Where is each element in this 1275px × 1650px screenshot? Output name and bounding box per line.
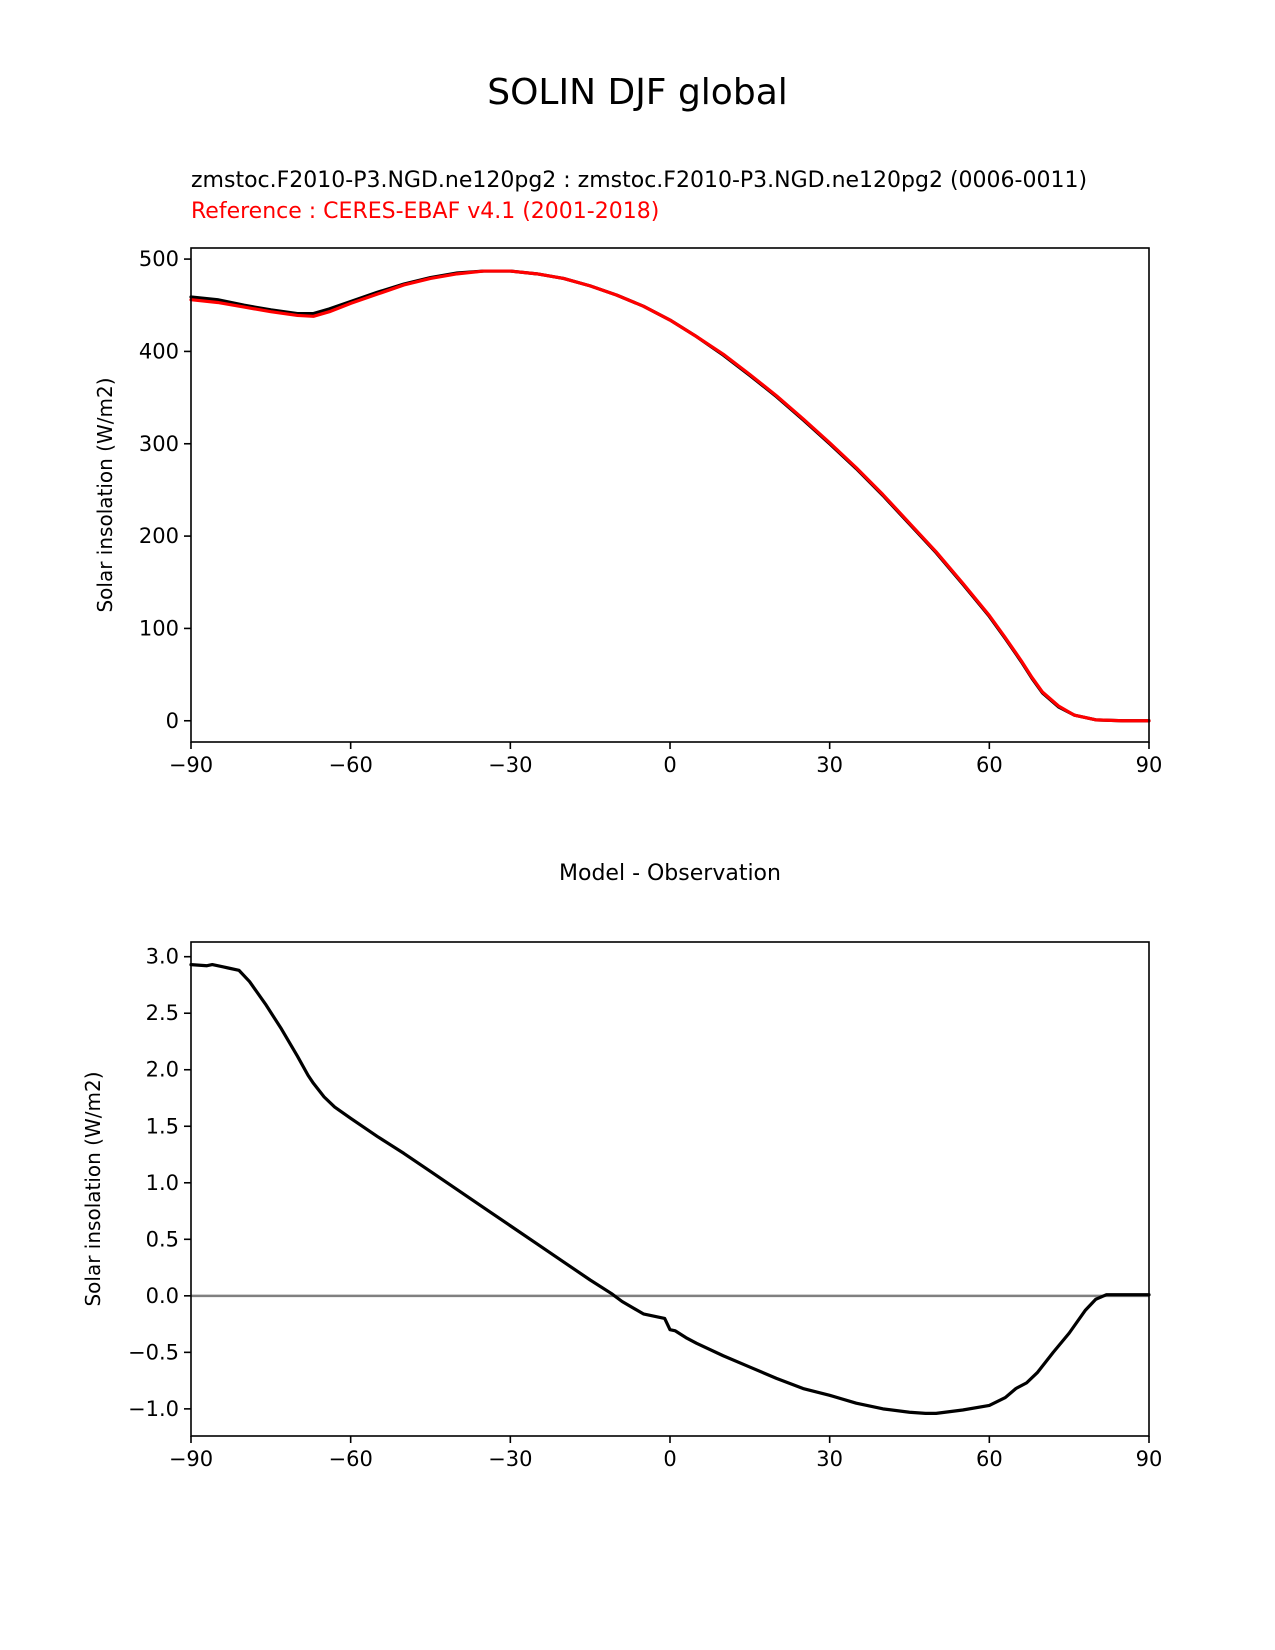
top-chart-title-line-1: zmstoc.F2010-P3.NGD.ne120pg2 : zmstoc.F2… bbox=[191, 168, 1088, 193]
bottom-ytick-label: −0.5 bbox=[128, 1340, 179, 1364]
bottom-series-line-0 bbox=[189, 963, 1151, 1415]
top-series-line-0 bbox=[189, 269, 1151, 723]
bottom-xtick-label: −30 bbox=[488, 1447, 532, 1471]
top-ytick-label: 100 bbox=[139, 616, 179, 640]
bottom-ytick-label: −1.0 bbox=[128, 1397, 179, 1421]
top-xtick-label: −60 bbox=[329, 753, 373, 777]
bottom-xtick-label: −60 bbox=[329, 1447, 373, 1471]
top-ytick-label: 400 bbox=[139, 339, 179, 363]
bottom-xtick-label: 60 bbox=[976, 1447, 1003, 1471]
bottom-ytick-label: 2.0 bbox=[146, 1058, 179, 1082]
bottom-ytick-label: 2.5 bbox=[146, 1001, 179, 1025]
top-axes-frame bbox=[190, 247, 1150, 743]
top-chart-title-line-2: Reference : CERES-EBAF v4.1 (2001-2018) bbox=[191, 199, 660, 224]
top-series-line-1 bbox=[189, 269, 1151, 723]
top-ytick-label: 0 bbox=[166, 709, 179, 733]
top-plot-group: −90 −60 −30 0 30 60 90 0 100 200 300 400 500 Solar in… bbox=[93, 247, 1162, 777]
top-xtick-label: 30 bbox=[816, 753, 843, 777]
bottom-ytick-label: 1.0 bbox=[146, 1171, 179, 1195]
top-xtick-label: 0 bbox=[663, 753, 676, 777]
bottom-ylabel: Solar insolation (W/m2) bbox=[81, 1071, 105, 1306]
top-xtick-label: 60 bbox=[976, 753, 1003, 777]
bottom-ytick-label: 3.0 bbox=[146, 945, 179, 969]
top-xtick-label: 90 bbox=[1136, 753, 1163, 777]
top-ytick-label: 300 bbox=[139, 432, 179, 456]
bottom-xtick-label: 0 bbox=[663, 1447, 676, 1471]
bottom-ytick-label: 0.5 bbox=[146, 1227, 179, 1251]
top-ytick-label: 200 bbox=[139, 524, 179, 548]
top-xtick-label: −30 bbox=[488, 753, 532, 777]
top-ytick-label: 500 bbox=[139, 247, 179, 271]
bottom-ytick-label: 1.5 bbox=[146, 1114, 179, 1138]
bottom-xtick-label: 90 bbox=[1136, 1447, 1163, 1471]
bottom-ytick-label: 0.0 bbox=[146, 1284, 179, 1308]
top-ylabel: Solar insolation (W/m2) bbox=[93, 377, 117, 612]
top-xtick-label: −90 bbox=[169, 753, 213, 777]
bottom-plot-group: −90 −60 −30 0 30 60 90 −1.0 −0.5 0.0 0.5 1.0 1.5 2.0 2… bbox=[81, 941, 1163, 1471]
bottom-xtick-label: −90 bbox=[169, 1447, 213, 1471]
bottom-xtick-label: 30 bbox=[816, 1447, 843, 1471]
bottom-axes-frame bbox=[190, 941, 1150, 1437]
bottom-chart-title: Model - Observation bbox=[559, 861, 781, 886]
figure-suptitle: SOLIN DJF global bbox=[487, 72, 788, 113]
